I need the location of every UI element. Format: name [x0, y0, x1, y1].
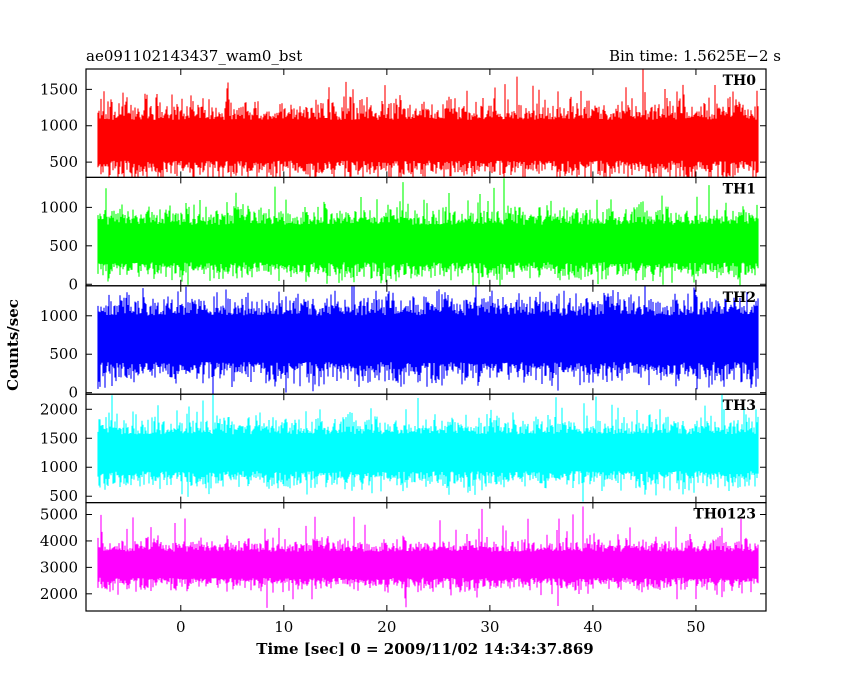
panel-label: TH2	[723, 290, 756, 306]
y-tick-label: 0	[68, 384, 78, 402]
x-tick-label: 30	[480, 618, 499, 636]
y-tick-label: 500	[49, 345, 78, 363]
panel-th0123: 2000 3000 4000 5000 TH0123	[40, 502, 767, 612]
x-tick-label: 20	[377, 618, 396, 636]
y-tick-label: 1000	[40, 117, 78, 135]
series-th2	[97, 285, 759, 395]
x-tick-label: 0	[176, 618, 186, 636]
y-tick-label: 2000	[40, 585, 78, 603]
y-tick-label: 4000	[40, 532, 78, 550]
y-tick-label: 500	[49, 487, 78, 505]
figure-title: ae091102143437_wam0_bst	[86, 47, 302, 65]
y-tick-label: 500	[49, 153, 78, 171]
x-tick-label: 40	[583, 618, 602, 636]
series-th0123	[97, 506, 759, 608]
panel-th0: 500 1000 1500 TH0	[40, 68, 767, 179]
y-tick-label: 500	[49, 237, 78, 255]
y-tick-label: 1000	[40, 307, 78, 325]
bin-time-label: Bin time: 1.5625E−2 s	[609, 47, 781, 65]
panels-group: 500 1000 1500 TH0 0 500 1000 TH1 0 500 1000 TH2 500 1…	[40, 68, 767, 612]
y-tick-label: 1000	[40, 198, 78, 216]
x-tick-label: 50	[686, 618, 705, 636]
y-tick-label: 5000	[40, 505, 78, 523]
y-tick-label: 1000	[40, 458, 78, 476]
panel-label: TH1	[723, 181, 756, 197]
y-tick-label: 3000	[40, 558, 78, 576]
panel-th2: 0 500 1000 TH2	[40, 285, 767, 402]
y-tick-label: 0	[68, 275, 78, 293]
y-axis-label: Counts/sec	[4, 299, 22, 391]
series-th0	[97, 69, 759, 178]
panel-label: TH3	[723, 398, 756, 414]
x-axis: 0 10 20 30 40 50	[176, 618, 705, 636]
panel-label: TH0123	[693, 507, 756, 523]
panel-frame	[85, 502, 767, 612]
panel-th1: 0 500 1000 TH1	[40, 176, 767, 293]
series-th1	[97, 178, 759, 286]
x-tick-label: 10	[274, 618, 293, 636]
y-tick-label: 2000	[40, 400, 78, 418]
y-tick-label: 1500	[40, 80, 78, 98]
series-th3	[97, 394, 759, 502]
panel-th3: 500 1000 1500 2000 TH3	[40, 393, 767, 505]
y-tick-label: 1500	[40, 429, 78, 447]
panel-label: TH0	[723, 73, 757, 89]
x-axis-label: Time [sec] 0 = 2009/11/02 14:34:37.869	[256, 640, 593, 658]
